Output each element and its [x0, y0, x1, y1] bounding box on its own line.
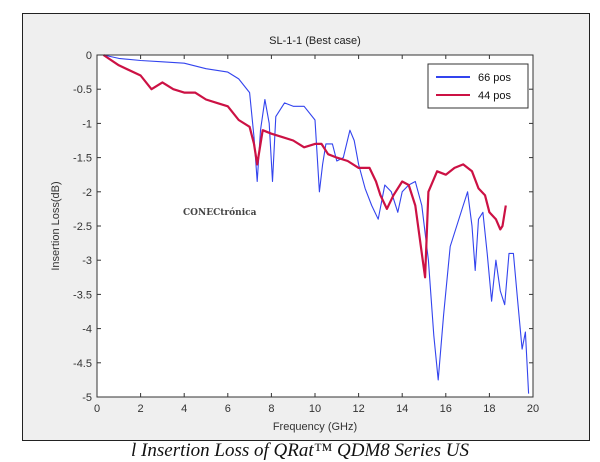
y-tick-label: -1.5 [73, 153, 92, 165]
x-tick-label: 0 [94, 403, 100, 415]
axes: 0 2 4 6 8 10 12 14 16 18 20 0 -0.5 -1 -1.5 -2 -2.5 -3 -3.5… [73, 50, 539, 415]
series-line-44-pos [102, 54, 507, 279]
series-line-66-pos [103, 54, 530, 394]
y-tick-label: 0 [86, 50, 92, 62]
y-tick-label: -2 [82, 187, 92, 199]
figure-frame: SL-1-1 (Best case) 0 2 4 6 8 10 12 14 16 18 20 0 -0.… [22, 13, 590, 441]
legend-box [427, 63, 529, 109]
y-tick-label: -0.5 [73, 84, 92, 96]
y-axis-label: Insertion Loss(dB) [50, 181, 62, 270]
legend-label: 66 pos [478, 72, 512, 84]
x-tick-label: 6 [225, 403, 231, 415]
figure-caption: l Insertion Loss of QRat™ QDM8 Series US [131, 440, 469, 461]
y-tick-label: -5 [82, 392, 92, 404]
x-tick-label: 16 [440, 403, 452, 415]
y-tick-label: -3.5 [73, 289, 92, 301]
chart-area: SL-1-1 (Best case) 0 2 4 6 8 10 12 14 16 18 20 0 -0.… [50, 35, 539, 433]
y-tick-label: -4 [82, 324, 92, 336]
x-tick-label: 2 [138, 403, 144, 415]
x-tick-label: 18 [483, 403, 495, 415]
x-tick-label: 14 [396, 403, 408, 415]
x-tick-label: 10 [309, 403, 321, 415]
y-tick-label: -4.5 [73, 358, 92, 370]
x-tick-label: 8 [268, 403, 274, 415]
plot-background [97, 55, 533, 397]
legend: 66 pos 44 pos [427, 63, 529, 109]
y-tick-label: -2.5 [73, 221, 92, 233]
x-tick-label: 20 [527, 403, 539, 415]
legend-label: 44 pos [478, 90, 512, 102]
y-tick-label: -1 [82, 118, 92, 130]
series-layer [102, 54, 530, 394]
x-axis-label: Frequency (GHz) [273, 421, 357, 433]
watermark-text: CONECtrónica [183, 207, 257, 218]
y-tick-label: -3 [82, 255, 92, 267]
chart-title: SL-1-1 (Best case) [269, 35, 361, 47]
x-tick-label: 4 [181, 403, 187, 415]
x-tick-label: 12 [352, 403, 364, 415]
